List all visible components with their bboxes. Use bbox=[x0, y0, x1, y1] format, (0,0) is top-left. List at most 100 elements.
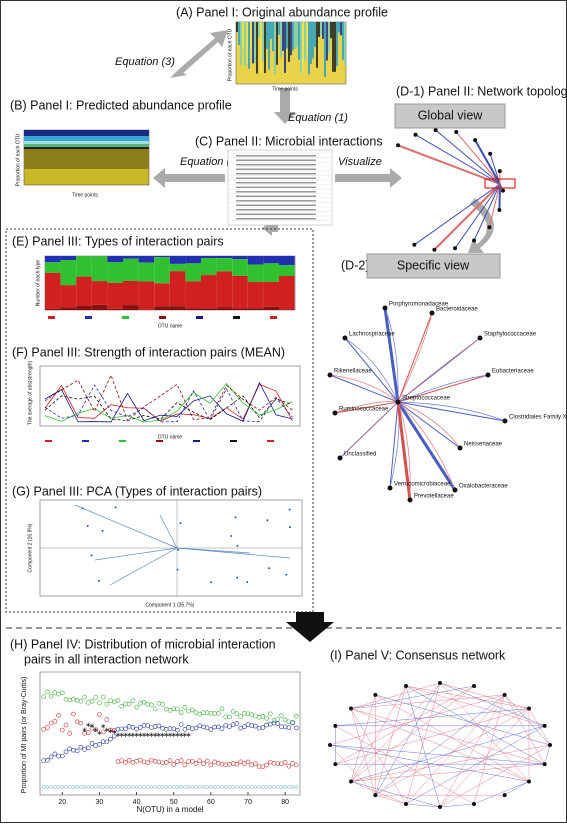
g-point bbox=[102, 530, 104, 532]
e-bar bbox=[107, 283, 123, 309]
e-legend-swatch bbox=[196, 316, 203, 319]
e-bar bbox=[248, 264, 264, 281]
a-stripe bbox=[262, 22, 264, 61]
c-cell-text bbox=[236, 200, 316, 202]
c-cell-text bbox=[236, 196, 316, 198]
i-node bbox=[349, 707, 353, 711]
e-bar bbox=[123, 281, 139, 305]
specific-node-label: Neisseriaceae bbox=[464, 442, 503, 448]
panel-h-title: pairs in all interaction network bbox=[24, 652, 189, 666]
panel-e-title: (E) Panel III: Types of interaction pair… bbox=[12, 234, 224, 248]
f-xlabel: OTU name bbox=[158, 434, 183, 440]
specific-node-label: Staphylococcaceae bbox=[484, 332, 537, 338]
c-cell-text bbox=[236, 187, 316, 189]
f-ylabel: The average of abs(strength) bbox=[27, 360, 33, 425]
e-bar bbox=[154, 306, 170, 310]
e-bar bbox=[232, 259, 248, 276]
a-stripe bbox=[248, 22, 250, 69]
a-stripe bbox=[304, 22, 306, 61]
e-bar bbox=[185, 281, 201, 308]
specific-view-label: Specific view bbox=[397, 258, 470, 272]
a-stripe bbox=[314, 22, 316, 47]
e-bar bbox=[92, 305, 108, 310]
specific-node-label: Lachnospiraceae bbox=[349, 332, 395, 338]
specific-node bbox=[338, 456, 343, 461]
i-node bbox=[373, 693, 377, 697]
e-bar bbox=[201, 275, 217, 308]
c-cell-text bbox=[236, 160, 316, 162]
global-node bbox=[498, 169, 502, 173]
e-bar bbox=[263, 282, 279, 307]
specific-node-label: Bacteroidaceae bbox=[436, 307, 478, 313]
a-stripe bbox=[312, 22, 314, 58]
e-bar bbox=[201, 256, 217, 258]
a-stripe bbox=[342, 22, 344, 60]
global-node bbox=[414, 133, 418, 137]
a-stripe bbox=[330, 22, 332, 38]
specific-node bbox=[430, 311, 435, 316]
a-stripe bbox=[338, 22, 340, 32]
b-band bbox=[24, 136, 149, 141]
a-stripe bbox=[270, 22, 272, 39]
e-bar bbox=[76, 306, 92, 310]
eq3-label: Equation (3) bbox=[115, 56, 175, 68]
a-stripe bbox=[334, 22, 336, 72]
specific-node bbox=[388, 486, 393, 491]
a-stripe bbox=[310, 22, 312, 64]
e-bar bbox=[185, 263, 201, 281]
f-legend-swatch bbox=[45, 440, 52, 442]
panel-b-title: (B) Panel I: Predicted abundance profile bbox=[10, 98, 232, 112]
i-node bbox=[373, 793, 377, 797]
e-bar bbox=[201, 308, 217, 310]
b-band bbox=[24, 147, 149, 149]
a-stripe bbox=[256, 22, 258, 74]
e-bar bbox=[154, 256, 170, 257]
g-ylabel: Component 2 (26.8%) bbox=[27, 523, 33, 572]
specific-node bbox=[453, 488, 458, 493]
global-node bbox=[432, 248, 436, 252]
e-bar bbox=[61, 307, 77, 310]
panel-g-title: (G) Panel III: PCA (Types of interaction… bbox=[12, 484, 262, 498]
e-bar bbox=[263, 307, 279, 310]
b-band bbox=[24, 144, 149, 147]
i-node bbox=[503, 793, 507, 797]
i-node bbox=[548, 743, 552, 747]
e-bar bbox=[45, 309, 61, 310]
global-node bbox=[487, 225, 491, 229]
e-bar bbox=[154, 257, 170, 283]
e-bar bbox=[217, 258, 233, 271]
a-stripe bbox=[250, 22, 252, 49]
e-bar bbox=[123, 259, 139, 281]
e-legend-swatch bbox=[85, 316, 92, 319]
a-stripe bbox=[308, 22, 310, 74]
a-stripe bbox=[340, 22, 342, 35]
h-tick-label: 20 bbox=[58, 799, 66, 806]
e-bar bbox=[139, 282, 155, 310]
g-point bbox=[98, 580, 100, 582]
e-bar bbox=[279, 265, 295, 276]
e-bar bbox=[45, 256, 61, 262]
panel-a-title: (A) Panel I: Original abundance profile bbox=[176, 5, 388, 19]
e-bar bbox=[170, 271, 186, 306]
c-cell-text bbox=[236, 205, 316, 207]
a-stripe bbox=[236, 22, 238, 32]
i-node bbox=[333, 762, 337, 766]
g-point bbox=[180, 522, 182, 524]
a-stripe bbox=[320, 22, 322, 35]
g-point bbox=[236, 577, 238, 579]
e-bar bbox=[92, 256, 108, 281]
global-node bbox=[434, 128, 438, 132]
e-bar bbox=[279, 276, 295, 309]
c-cell-text bbox=[236, 191, 316, 193]
e-ylabel: Number of each type bbox=[35, 260, 41, 307]
specific-node-label: Eubacteriaceae bbox=[492, 369, 534, 375]
g-point bbox=[87, 525, 89, 527]
e-bar bbox=[123, 256, 139, 259]
e-bar bbox=[248, 256, 264, 264]
specific-node bbox=[486, 373, 491, 378]
panel-d2-title: (D-2) bbox=[341, 258, 369, 272]
e-legend-swatch bbox=[159, 316, 166, 319]
specific-node bbox=[343, 336, 348, 341]
a-stripe bbox=[326, 22, 328, 60]
